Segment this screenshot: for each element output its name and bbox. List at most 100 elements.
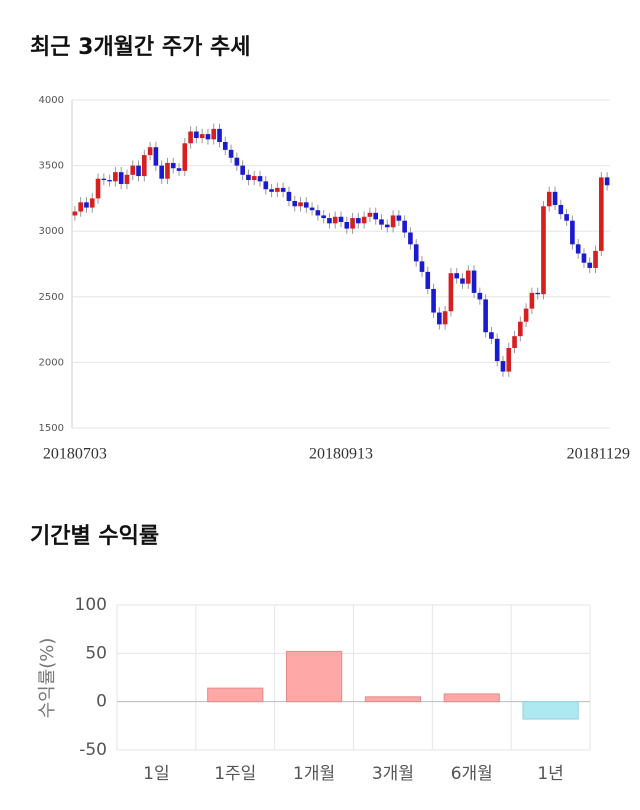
candle-body <box>72 211 78 216</box>
y-tick-label: 100 <box>75 595 107 615</box>
candle-body <box>194 131 199 139</box>
candle-body <box>546 191 552 207</box>
y-tick-label: 2500 <box>39 292 64 303</box>
candle-body <box>558 204 564 215</box>
candle-body <box>593 250 598 268</box>
candle-body <box>107 180 112 182</box>
candle-body <box>118 172 124 184</box>
candle-body <box>141 155 147 177</box>
candle-body <box>518 321 523 337</box>
y-tick-label: 1500 <box>39 423 64 434</box>
candle-body <box>292 201 298 207</box>
x-tick-label: 20180913 <box>309 446 373 463</box>
candle-body <box>500 361 506 372</box>
candle-body <box>303 202 309 208</box>
candle-body <box>541 206 546 295</box>
bar <box>443 693 500 703</box>
y-tick-label: 3500 <box>39 161 64 172</box>
candle-body <box>581 253 587 263</box>
candle-body <box>413 244 419 262</box>
y-tick-label: -50 <box>79 740 107 760</box>
candle-body <box>240 165 245 175</box>
candle-body <box>222 141 228 150</box>
candle-body <box>477 292 483 300</box>
candle-body <box>367 212 373 217</box>
x-tick-label: 20181129 <box>567 446 630 463</box>
candle-body <box>454 273 460 279</box>
candle-body <box>286 191 292 202</box>
bar <box>364 696 422 703</box>
candle-body <box>159 165 164 179</box>
candle-body <box>471 270 477 293</box>
candle-body <box>356 218 361 224</box>
y-tick-label: 4000 <box>39 95 64 106</box>
x-tick-label: 6개월 <box>451 764 493 784</box>
x-tick-label: 1주일 <box>214 764 256 784</box>
candle-body <box>425 271 431 289</box>
candle-body <box>188 131 193 144</box>
candle-body <box>315 210 321 216</box>
candle-body <box>95 178 101 199</box>
y-axis-label: 수익률(%) <box>37 638 58 719</box>
x-tick-label: 20180703 <box>43 446 107 463</box>
x-tick-label: 1개월 <box>293 764 335 784</box>
candle-body <box>599 177 604 251</box>
candle-body <box>257 176 263 182</box>
candle-body <box>176 168 182 171</box>
candle-body <box>246 174 251 181</box>
candle-body <box>199 134 205 139</box>
candle-body <box>84 202 89 208</box>
candle-body <box>361 216 367 224</box>
candle-body <box>89 198 95 208</box>
candle-body <box>396 215 402 221</box>
candle-body <box>78 202 83 212</box>
candle-body <box>309 207 315 211</box>
bar <box>522 701 579 720</box>
chart-title: 기간별 수익률 <box>30 524 159 549</box>
candle-body <box>280 187 286 192</box>
candle-body <box>384 224 390 228</box>
x-tick-label: 3개월 <box>372 764 414 784</box>
y-tick-label: 2000 <box>39 357 64 368</box>
candle-body <box>442 311 448 325</box>
candle-body <box>170 162 176 169</box>
candle-body <box>344 222 350 229</box>
candle-body <box>460 278 465 284</box>
candle-body <box>165 162 170 179</box>
candle-body <box>130 165 136 175</box>
candle-body <box>228 149 234 158</box>
candle-body <box>275 187 280 192</box>
y-tick-label: 0 <box>96 692 107 712</box>
candle-body <box>379 219 384 225</box>
candle-body <box>136 165 141 177</box>
candle-body <box>402 220 407 233</box>
candle-body <box>483 299 488 333</box>
candle-body <box>575 244 581 254</box>
candle-body <box>113 172 118 182</box>
candle-body <box>101 178 107 181</box>
candle-body <box>489 332 494 339</box>
candle-body <box>419 261 425 272</box>
candle-body <box>437 312 442 325</box>
chart-title: 최근 3개월간 주가 추세 <box>30 35 250 60</box>
candle-body <box>587 262 593 268</box>
x-tick-label: 1년 <box>537 764 563 784</box>
candle-body <box>390 215 396 228</box>
candle-body <box>332 216 338 224</box>
candle-body <box>465 270 471 284</box>
candle-body <box>552 191 558 205</box>
candle-body <box>269 189 274 192</box>
candle-body <box>205 134 211 140</box>
candle-body <box>448 273 454 312</box>
candle-body <box>529 292 535 309</box>
candle-body <box>321 215 326 219</box>
candle-body <box>564 214 569 221</box>
candle-body <box>431 288 436 313</box>
candle-body <box>234 157 240 166</box>
x-tick-label: 1일 <box>143 764 169 784</box>
candle-body <box>147 147 153 156</box>
candle-body <box>523 308 529 322</box>
candle-body <box>327 218 332 224</box>
